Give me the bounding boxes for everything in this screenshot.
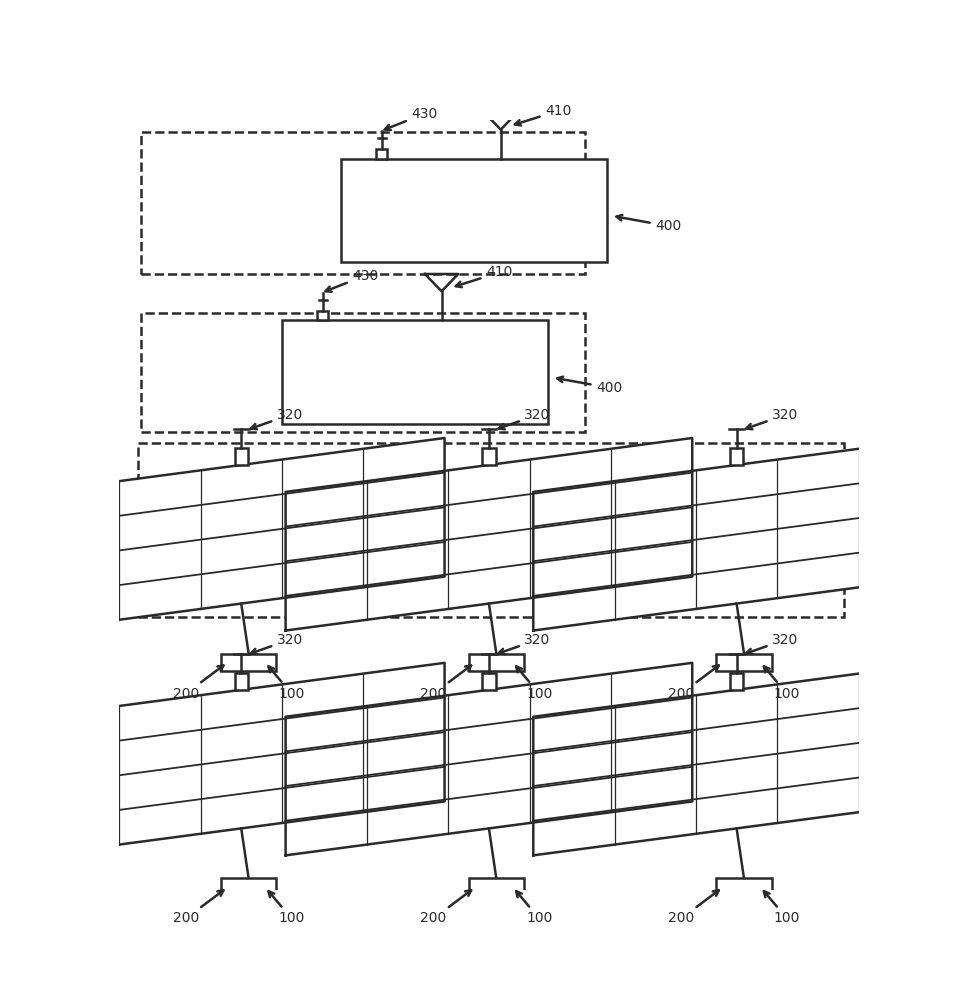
Text: 320: 320: [498, 633, 550, 654]
Bar: [141, 132, 584, 274]
Text: 200: 200: [172, 665, 223, 701]
Text: 430: 430: [384, 107, 437, 130]
Bar: [482, 673, 495, 690]
Polygon shape: [285, 438, 692, 631]
Bar: [729, 448, 742, 465]
Text: 200: 200: [420, 665, 471, 701]
Bar: [234, 448, 248, 465]
Text: 100: 100: [268, 666, 304, 701]
Polygon shape: [533, 438, 939, 631]
Bar: [141, 312, 584, 432]
Text: 100: 100: [763, 666, 800, 701]
Text: 100: 100: [268, 891, 304, 925]
Bar: [375, 149, 387, 158]
Text: 320: 320: [251, 633, 303, 654]
Bar: [482, 448, 495, 465]
Text: 410: 410: [515, 104, 571, 125]
Text: 400: 400: [557, 377, 621, 395]
Bar: [234, 673, 248, 690]
Text: 410: 410: [456, 265, 512, 287]
Bar: [729, 673, 742, 690]
Polygon shape: [285, 663, 692, 855]
Text: 100: 100: [516, 666, 552, 701]
Text: 320: 320: [251, 408, 303, 429]
Bar: [221, 878, 276, 895]
Bar: [137, 443, 842, 617]
Bar: [341, 158, 606, 262]
Bar: [716, 878, 771, 895]
Polygon shape: [38, 438, 444, 631]
Bar: [316, 311, 328, 320]
Bar: [468, 878, 523, 895]
Bar: [468, 654, 523, 671]
Text: 200: 200: [667, 665, 719, 701]
Polygon shape: [38, 663, 444, 855]
Bar: [716, 654, 771, 671]
Bar: [282, 320, 547, 424]
Text: 430: 430: [325, 269, 378, 292]
Text: 100: 100: [516, 891, 552, 925]
Text: 320: 320: [498, 408, 550, 429]
Text: 200: 200: [420, 890, 471, 925]
Bar: [221, 654, 276, 671]
Text: 320: 320: [745, 633, 798, 654]
Text: 200: 200: [172, 890, 223, 925]
Text: 400: 400: [616, 215, 680, 233]
Text: 100: 100: [763, 891, 800, 925]
Text: 320: 320: [745, 408, 798, 429]
Polygon shape: [533, 663, 939, 855]
Text: 200: 200: [667, 890, 719, 925]
